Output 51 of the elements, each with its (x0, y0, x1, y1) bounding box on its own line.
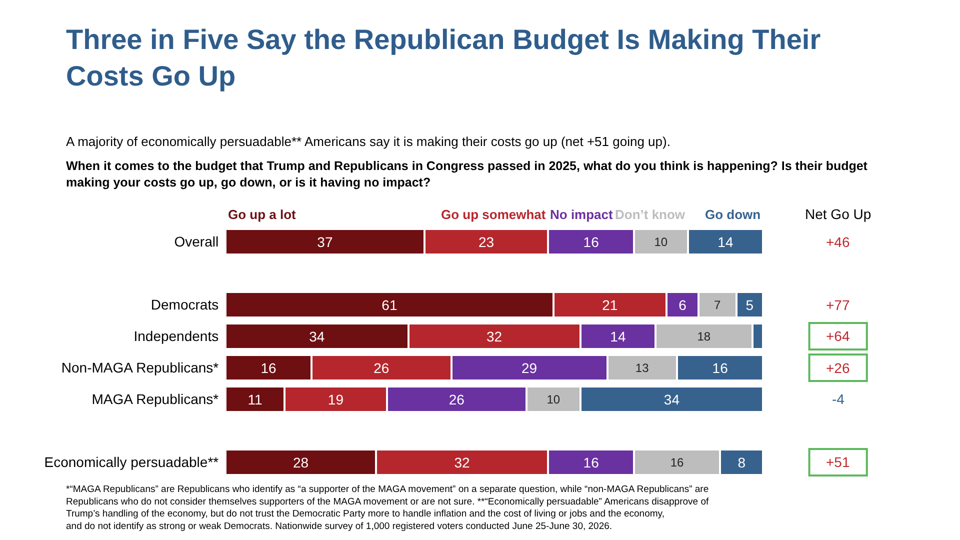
data-label: 19 (328, 391, 344, 408)
data-label: 10 (654, 234, 668, 249)
series-label: Don’t know (615, 207, 686, 222)
data-label: 10 (546, 392, 560, 406)
series-label: Go down (705, 207, 761, 222)
data-label: 37 (317, 234, 333, 250)
y-tick-label: MAGA Republicans* (92, 391, 220, 408)
data-label: 18 (697, 329, 711, 344)
series-label: Go up a lot (228, 207, 297, 222)
text: +77 (826, 297, 850, 313)
data-label: 32 (486, 328, 502, 344)
data-label: 28 (292, 454, 309, 470)
data-label: 32 (454, 454, 470, 470)
text: +51 (826, 454, 850, 470)
data-label: 16 (583, 454, 600, 470)
chart-title: Three in Five Say the Republican Budget Is Making Their Costs Go Up (66, 24, 821, 92)
data-label: 16 (712, 360, 728, 376)
data-label: 26 (374, 360, 390, 376)
data-label: 16 (583, 234, 600, 250)
data-label: 5 (746, 296, 754, 313)
data-label: 34 (309, 328, 325, 344)
data-label: 26 (448, 391, 465, 408)
data-label: 7 (714, 298, 722, 312)
data-label: 61 (382, 296, 398, 313)
data-label: 16 (260, 360, 277, 376)
text: +46 (826, 234, 850, 250)
data-label: 29 (521, 360, 538, 376)
data-label: 16 (670, 455, 684, 470)
data-label: 11 (248, 391, 263, 408)
data-label: 21 (602, 296, 618, 313)
text: +64 (826, 328, 850, 344)
data-label: 6 (678, 296, 687, 313)
data-label: 14 (610, 328, 626, 344)
y-tick-label: Overall (174, 234, 219, 250)
chart-subtitle: A majority of economically persuadable** Americans say it is making their costs go up (net +51 going up). (66, 134, 670, 149)
data-label: 8 (738, 454, 746, 470)
series-label: No impact (550, 207, 614, 222)
data-label: 13 (635, 360, 650, 375)
y-tick-label: Economically persuadable** (44, 454, 220, 470)
series-label: Go up somewhat (441, 207, 546, 222)
data-label: 14 (718, 234, 734, 250)
y-axis-title: When it comes to the budget that Trump and Republicans in Congress passed in 2025, what do you think is happening? Is their budget making your costs go up, go down, or is it having no impact? (66, 159, 868, 190)
data-label: 34 (664, 391, 680, 408)
text: *“MAGA Republicans” are Republicans who identify as “a supporter of the MAGA movement” on a separate question, while “non-MAGA Republicans” are Republicans who do not consider themselves supporters of the MAGA movement or are not sure. **“Economically persuadable” Americans disapprove of Trump’s handling of the economy, but do not trust the Democratic Party more to handle inflation and the cost of living or jobs and the economy, and do not identify as strong or weak Democrats. Nationwide survey of 1,000 registered voters conducted June 25-June 30, 2026. (66, 484, 709, 532)
y-tick-label: Democrats (150, 296, 219, 313)
y-tick-label: Independents (134, 328, 219, 344)
data-label: 23 (478, 234, 494, 250)
text: -4 (832, 391, 845, 407)
y-tick-label: Non-MAGA Republicans* (61, 360, 220, 376)
text: +26 (826, 360, 850, 376)
text: Net Go Up (805, 206, 872, 222)
